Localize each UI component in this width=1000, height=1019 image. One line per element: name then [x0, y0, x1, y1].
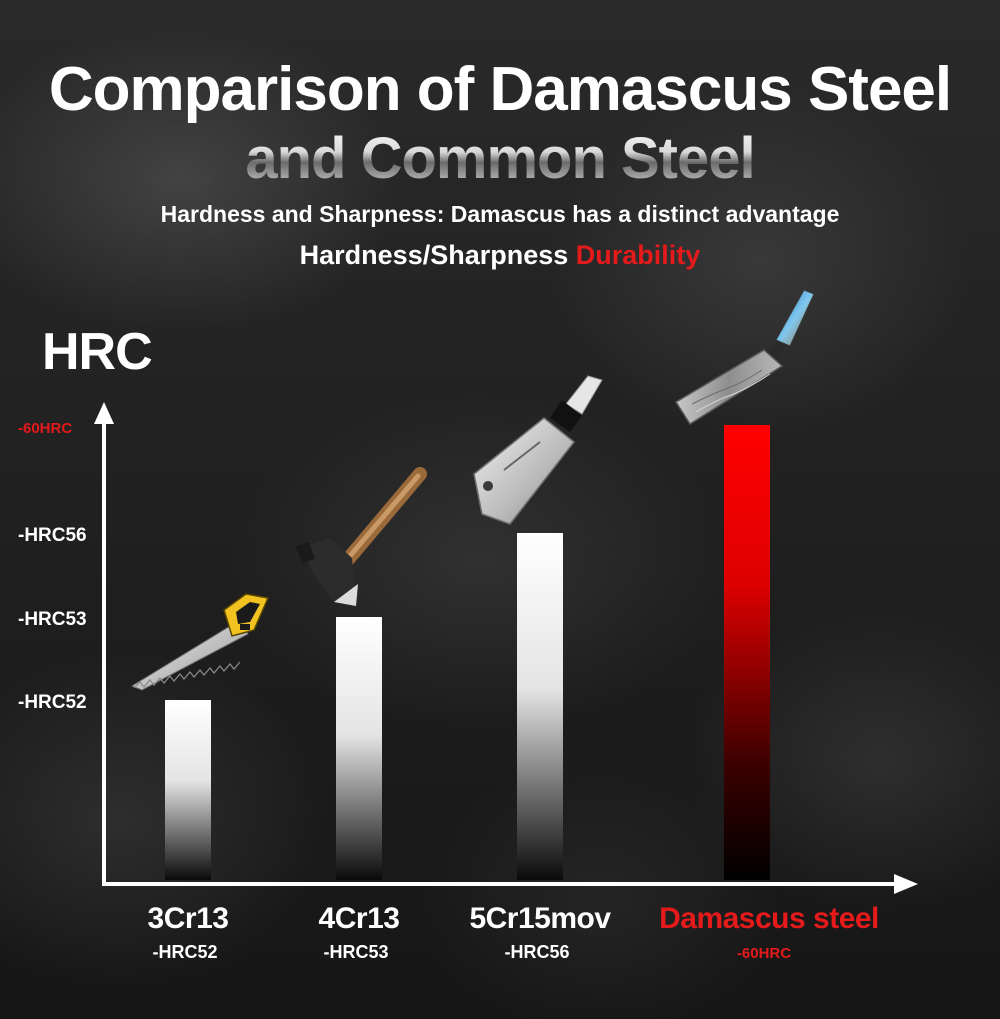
- subtitle: Hardness and Sharpness: Damascus has a d…: [160, 201, 840, 227]
- y-axis-arrow: [94, 402, 114, 424]
- title-line-2: and Common Steel: [0, 124, 1000, 194]
- cleaver-icon: [473, 375, 603, 525]
- category-sublabel: -HRC56: [504, 942, 569, 962]
- x-axis-arrow: [894, 874, 918, 894]
- bar-5cr15mov: [517, 533, 563, 880]
- category-sublabel: -HRC53: [323, 942, 388, 962]
- bar-4cr13: [336, 617, 382, 880]
- category-labels: 3Cr13 -HRC52 4Cr13 -HRC53 5Cr15mov -HRC56 Dama…: [148, 902, 880, 962]
- category-sublabel: -60HRC: [737, 945, 791, 962]
- y-tick-label: -HRC52: [18, 692, 87, 713]
- category-label: 3Cr13: [148, 902, 229, 935]
- subtitle-2-part-1: Hardness/Sharpness: [299, 240, 569, 270]
- category-label: 5Cr15mov: [469, 902, 611, 935]
- category-label: 4Cr13: [319, 902, 400, 935]
- category-sublabel: -HRC52: [152, 942, 217, 962]
- y-tick-label: -HRC53: [18, 609, 87, 630]
- title-line-1: Comparison of Damascus Steel: [48, 55, 952, 124]
- y-tick-label: -60HRC: [18, 420, 72, 437]
- subtitle-2-part-2: Durability: [575, 240, 701, 270]
- axe-icon: [295, 467, 427, 606]
- y-tick-label: -HRC56: [18, 525, 87, 546]
- y-axis-title: HRC: [42, 323, 153, 381]
- y-tick-labels: -HRC52 -HRC53 -HRC56 -60HRC: [18, 420, 87, 713]
- category-label: Damascus steel: [659, 902, 879, 935]
- bar-3cr13: [165, 700, 211, 880]
- hand-saw-icon: [130, 593, 270, 691]
- subtitle-2: Hardness/Sharpness Durability: [0, 238, 1000, 272]
- bars: [165, 425, 770, 880]
- axes: [94, 402, 918, 894]
- damascus-knife-icon: [674, 289, 815, 426]
- bar-damascus-steel: [724, 425, 770, 880]
